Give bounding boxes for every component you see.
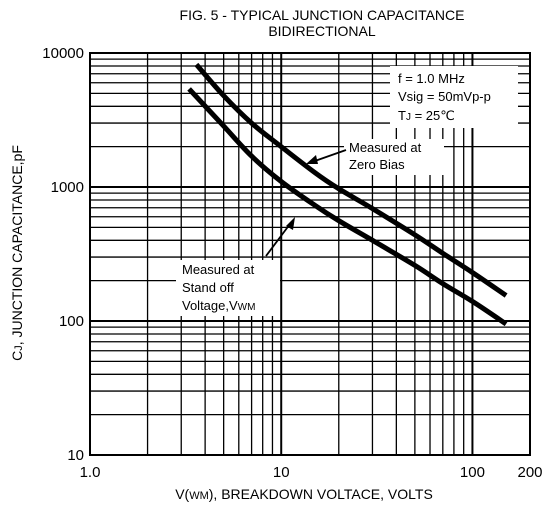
standoff-label-line-2: Stand off <box>182 280 234 295</box>
x-axis-label: V(WM), BREAKDOWN VOLTACE, VOLTS <box>175 486 433 502</box>
chart-title: FIG. 5 - TYPICAL JUNCTION CAPACITANCE <box>180 7 465 23</box>
y-tick-label-1: 100 <box>59 313 84 330</box>
x-tick-label-2: 100 <box>460 464 485 481</box>
chart-subtitle: BIDIRECTIONAL <box>268 23 376 39</box>
zero-bias-arrowhead <box>306 155 318 164</box>
y-tick-label-3: 10000 <box>42 45 84 62</box>
y-tick-label-0: 10 <box>67 447 84 464</box>
y-tick-label-2: 1000 <box>51 179 84 196</box>
x-tick-label-0: 1.0 <box>80 464 101 481</box>
standoff-annotation: Measured at Stand off Voltage,VWM <box>176 217 295 316</box>
condition-vsig: Vsig = 50mVp-p <box>398 89 491 104</box>
zero-bias-annotation: Measured at Zero Bias <box>306 139 444 175</box>
x-tick-label-3: 200 <box>517 464 542 481</box>
zero-bias-label-line-1: Measured at <box>349 140 422 155</box>
standoff-label-line-1: Measured at <box>182 262 255 277</box>
condition-frequency: f = 1.0 MHz <box>398 71 465 86</box>
zero-bias-label-line-2: Zero Bias <box>349 157 405 172</box>
x-tick-label-1: 10 <box>273 464 290 481</box>
y-axis-label: CJ, JUNCTION CAPACITANCE,pF <box>9 145 25 361</box>
test-conditions: f = 1.0 MHz Vsig = 50mVp-p TJ = 25℃ <box>390 66 518 128</box>
